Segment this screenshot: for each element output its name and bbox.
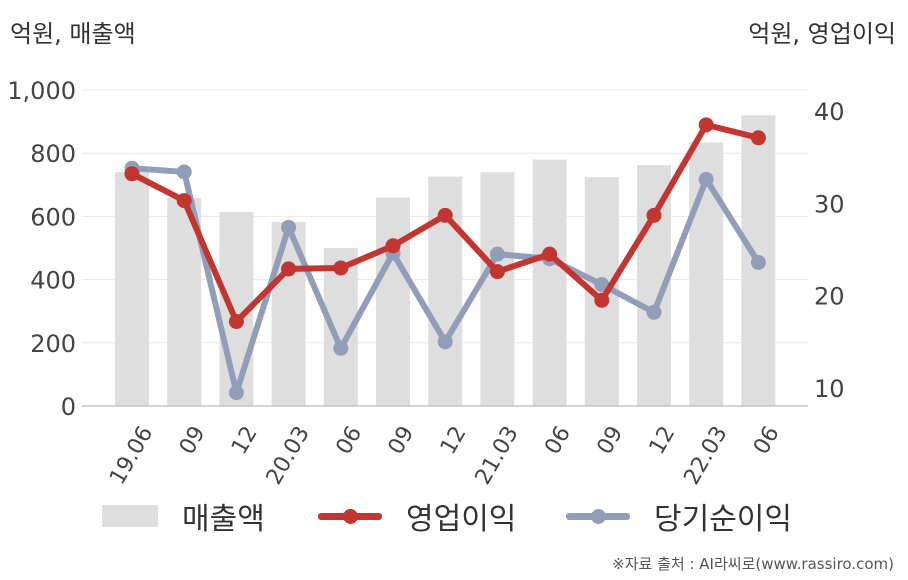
x-tick-label: 09 — [175, 422, 211, 459]
bar-revenue — [115, 172, 149, 406]
legend-swatch-operating-profit — [318, 505, 382, 527]
operating-profit-point — [698, 117, 714, 133]
bar-revenue — [480, 172, 515, 406]
y-left-tick-label: 400 — [30, 267, 76, 295]
y-left-tick-label: 600 — [30, 203, 76, 231]
net-income-point — [698, 171, 714, 187]
operating-profit-point — [646, 207, 662, 223]
operating-profit-point — [385, 238, 401, 254]
legend-item-net-income: 당기순이익 — [566, 494, 792, 538]
operating-profit-point — [333, 260, 349, 276]
y-left-tick-label: 1,000 — [7, 77, 76, 105]
legend-label-revenue: 매출액 — [182, 502, 265, 537]
y-right-tick-label: 10 — [814, 375, 845, 403]
net-income-point — [594, 277, 610, 293]
chart-legend: 매출액 영업이익 당기순이익 — [0, 494, 908, 537]
x-tick-label: 06 — [540, 422, 576, 459]
y-left-tick-label: 0 — [61, 393, 76, 421]
net-income-point — [646, 304, 662, 320]
net-income-point — [489, 246, 505, 262]
operating-profit-point — [281, 261, 297, 277]
operating-profit-point — [594, 292, 610, 308]
net-income-point — [228, 385, 244, 401]
legend-swatch-net-income — [566, 505, 630, 527]
operating-profit-point — [176, 193, 192, 209]
x-tick-label: 06 — [332, 422, 368, 459]
net-income-point — [437, 334, 453, 350]
x-tick-label: 09 — [593, 422, 629, 459]
x-tick-label: 12 — [436, 422, 472, 459]
x-tick-label: 09 — [384, 422, 420, 459]
left-axis-unit: 억원, 매출액 — [10, 20, 136, 48]
y-left-tick-label: 800 — [30, 140, 76, 168]
x-tick-label: 06 — [749, 422, 785, 459]
legend-label-operating-profit: 영업이익 — [406, 502, 517, 537]
legend-label-net-income: 당기순이익 — [654, 502, 792, 537]
y-right-tick-label: 30 — [814, 190, 845, 218]
operating-profit-point — [437, 207, 453, 223]
y-left-tick-label: 200 — [30, 330, 76, 358]
source-credit: ※자료 출처 : AI라씨로(www.rassiro.com) — [612, 555, 894, 573]
operating-profit-point — [228, 314, 244, 330]
right-axis-unit: 억원, 영업이익 — [748, 20, 896, 48]
net-income-point — [750, 254, 766, 270]
x-tick-label: 20.03 — [262, 422, 315, 489]
x-tick-label: 12 — [227, 422, 263, 459]
legend-item-operating-profit: 영업이익 — [318, 494, 516, 538]
x-tick-label: 12 — [645, 422, 681, 459]
legend-item-revenue: 매출액 — [102, 494, 265, 538]
net-income-point — [281, 219, 297, 235]
net-income-point — [176, 164, 192, 180]
bar-revenue — [376, 197, 410, 406]
operating-profit-point — [489, 264, 505, 280]
bar-revenue — [532, 159, 567, 406]
legend-swatch-revenue — [102, 505, 158, 527]
net-income-point — [333, 340, 349, 356]
operating-profit-point — [124, 166, 140, 182]
x-tick-label: 22.03 — [679, 422, 732, 489]
y-right-tick-label: 40 — [814, 98, 845, 126]
x-tick-label: 21.03 — [471, 422, 524, 489]
operating-profit-point — [542, 246, 558, 262]
operating-profit-point — [750, 130, 766, 146]
x-tick-label: 19.06 — [105, 422, 158, 489]
y-right-tick-label: 20 — [814, 283, 845, 311]
